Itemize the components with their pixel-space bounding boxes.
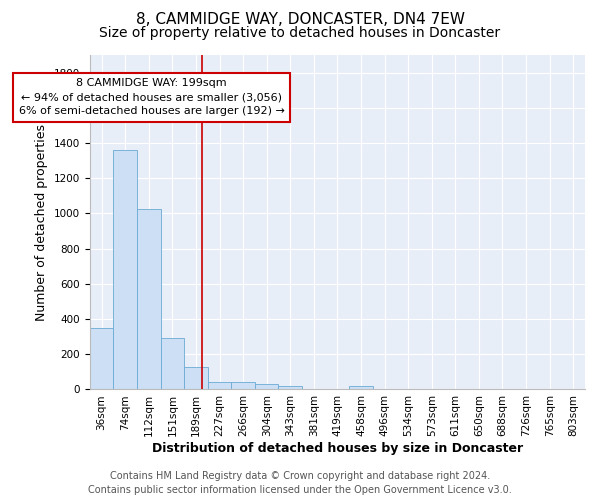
Bar xyxy=(349,386,373,390)
Bar xyxy=(208,382,231,390)
Bar xyxy=(231,382,255,390)
Text: 8 CAMMIDGE WAY: 199sqm
← 94% of detached houses are smaller (3,056)
6% of semi-d: 8 CAMMIDGE WAY: 199sqm ← 94% of detached… xyxy=(19,78,284,116)
Text: Size of property relative to detached houses in Doncaster: Size of property relative to detached ho… xyxy=(100,26,500,40)
Bar xyxy=(90,328,113,390)
Bar xyxy=(255,384,278,390)
Bar xyxy=(161,338,184,390)
Bar xyxy=(137,209,161,390)
X-axis label: Distribution of detached houses by size in Doncaster: Distribution of detached houses by size … xyxy=(152,442,523,455)
Text: Contains HM Land Registry data © Crown copyright and database right 2024.
Contai: Contains HM Land Registry data © Crown c… xyxy=(88,471,512,495)
Bar xyxy=(113,150,137,390)
Text: 8, CAMMIDGE WAY, DONCASTER, DN4 7EW: 8, CAMMIDGE WAY, DONCASTER, DN4 7EW xyxy=(136,12,464,28)
Bar xyxy=(278,386,302,390)
Y-axis label: Number of detached properties: Number of detached properties xyxy=(35,124,48,320)
Bar xyxy=(184,366,208,390)
